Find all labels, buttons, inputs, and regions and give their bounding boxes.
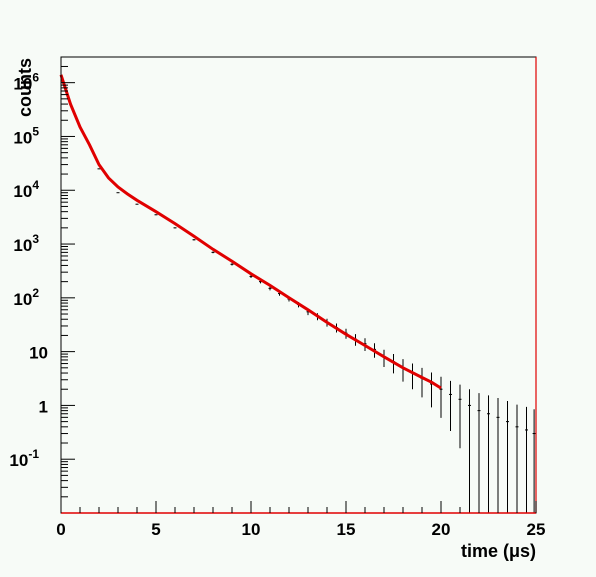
y-tick-label: 10	[29, 344, 48, 363]
y-tick-exponent: 5	[32, 124, 39, 138]
y-tick-base: 10	[13, 290, 32, 309]
y-tick-base: 10	[9, 451, 28, 470]
x-tick-label: 15	[337, 520, 356, 539]
y-tick-base: 10	[13, 128, 32, 147]
data-point	[193, 239, 196, 240]
x-tick-label: 5	[151, 520, 160, 539]
y-tick-label: 1	[39, 397, 48, 416]
x-tick-label: 10	[242, 520, 261, 539]
x-tick-label: 0	[56, 520, 65, 539]
y-axis-label: counts	[15, 58, 35, 117]
x-axis-label: time (μs)	[461, 541, 536, 561]
y-tick-exponent: 3	[32, 232, 39, 246]
y-tick-exponent: 4	[32, 178, 39, 192]
data-point	[136, 204, 139, 205]
data-point	[155, 214, 158, 215]
x-tick-label: 20	[432, 520, 451, 539]
y-tick-base: 10	[13, 182, 32, 201]
x-tick-label: 25	[527, 520, 546, 539]
y-tick-base: 10	[13, 236, 32, 255]
y-tick-exponent: 2	[32, 286, 39, 300]
data-point	[174, 227, 177, 228]
y-tick-exponent: -1	[28, 447, 39, 461]
